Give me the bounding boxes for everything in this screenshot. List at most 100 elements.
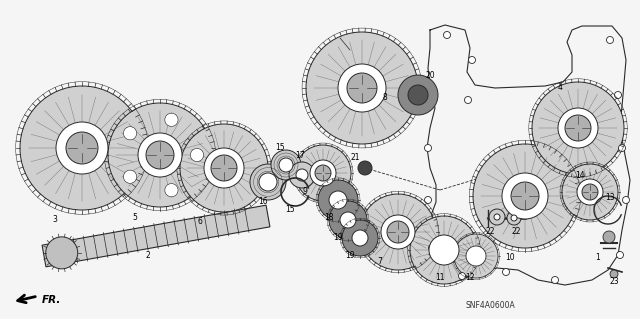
Circle shape (329, 191, 347, 209)
Polygon shape (42, 205, 270, 267)
Circle shape (315, 165, 331, 181)
Circle shape (310, 160, 336, 186)
Circle shape (352, 230, 368, 246)
Circle shape (66, 132, 98, 164)
Circle shape (468, 56, 476, 63)
Circle shape (398, 75, 438, 115)
Circle shape (165, 113, 178, 126)
Circle shape (502, 173, 548, 219)
Text: 18: 18 (324, 213, 333, 222)
Circle shape (108, 103, 212, 207)
Circle shape (408, 85, 428, 105)
Circle shape (347, 73, 377, 103)
Text: 17: 17 (295, 151, 305, 160)
Circle shape (306, 32, 418, 144)
Circle shape (279, 158, 293, 172)
Text: 12: 12 (465, 273, 475, 283)
Circle shape (340, 212, 356, 228)
Circle shape (191, 148, 204, 162)
Circle shape (618, 145, 625, 152)
Text: 22: 22 (485, 227, 495, 236)
Text: 1: 1 (596, 254, 600, 263)
Text: 20: 20 (425, 70, 435, 79)
Circle shape (552, 277, 559, 284)
Circle shape (124, 170, 137, 183)
Circle shape (146, 141, 174, 169)
Text: 14: 14 (575, 170, 585, 180)
Circle shape (381, 215, 415, 249)
Circle shape (124, 127, 137, 140)
Circle shape (318, 180, 358, 220)
Circle shape (289, 162, 315, 188)
Circle shape (296, 169, 308, 181)
Text: 21: 21 (350, 153, 360, 162)
Circle shape (623, 197, 630, 204)
Circle shape (410, 216, 478, 284)
Circle shape (180, 124, 268, 212)
Circle shape (338, 64, 386, 112)
Circle shape (494, 214, 500, 220)
Circle shape (577, 179, 603, 205)
Text: 19: 19 (333, 234, 343, 242)
Circle shape (429, 235, 459, 265)
Circle shape (329, 201, 367, 239)
Circle shape (558, 108, 598, 148)
Circle shape (489, 209, 505, 225)
Text: 7: 7 (378, 257, 383, 266)
Circle shape (204, 148, 244, 188)
Circle shape (138, 133, 182, 177)
Text: 11: 11 (435, 273, 445, 283)
Circle shape (295, 145, 351, 201)
Circle shape (20, 86, 144, 210)
Circle shape (424, 145, 431, 152)
Circle shape (56, 122, 108, 174)
Circle shape (458, 272, 465, 279)
Text: 8: 8 (383, 93, 387, 102)
Circle shape (614, 92, 621, 99)
Circle shape (610, 270, 618, 278)
Circle shape (259, 173, 277, 191)
Circle shape (582, 184, 598, 200)
Circle shape (607, 36, 614, 43)
Circle shape (429, 244, 435, 251)
Text: 5: 5 (132, 213, 138, 222)
Circle shape (511, 215, 517, 221)
Circle shape (45, 237, 77, 269)
Circle shape (342, 220, 378, 256)
Circle shape (444, 32, 451, 39)
Text: 22: 22 (511, 227, 521, 236)
Circle shape (211, 155, 237, 181)
Circle shape (502, 269, 509, 276)
Text: 2: 2 (146, 250, 150, 259)
Circle shape (271, 150, 301, 180)
Circle shape (473, 144, 577, 248)
Circle shape (424, 197, 431, 204)
Circle shape (565, 115, 591, 141)
Circle shape (360, 194, 436, 270)
Text: 23: 23 (609, 278, 619, 286)
Circle shape (465, 97, 472, 103)
Circle shape (358, 161, 372, 175)
Text: 6: 6 (198, 218, 202, 226)
Circle shape (165, 184, 178, 197)
Text: 19: 19 (345, 251, 355, 261)
Text: 13: 13 (605, 194, 615, 203)
Circle shape (250, 164, 286, 200)
Text: FR.: FR. (42, 295, 61, 305)
Text: 9: 9 (303, 188, 307, 197)
Text: SNF4A0600A: SNF4A0600A (465, 300, 515, 309)
Text: 10: 10 (505, 254, 515, 263)
Circle shape (507, 211, 521, 225)
Circle shape (532, 82, 624, 174)
Circle shape (603, 231, 615, 243)
Circle shape (562, 164, 618, 220)
Circle shape (387, 221, 409, 243)
Text: 16: 16 (258, 197, 268, 206)
Text: 15: 15 (275, 144, 285, 152)
Circle shape (616, 251, 623, 258)
Circle shape (466, 246, 486, 266)
Circle shape (454, 234, 498, 278)
Text: 3: 3 (52, 216, 58, 225)
Circle shape (511, 182, 539, 210)
Text: 15: 15 (285, 205, 295, 214)
